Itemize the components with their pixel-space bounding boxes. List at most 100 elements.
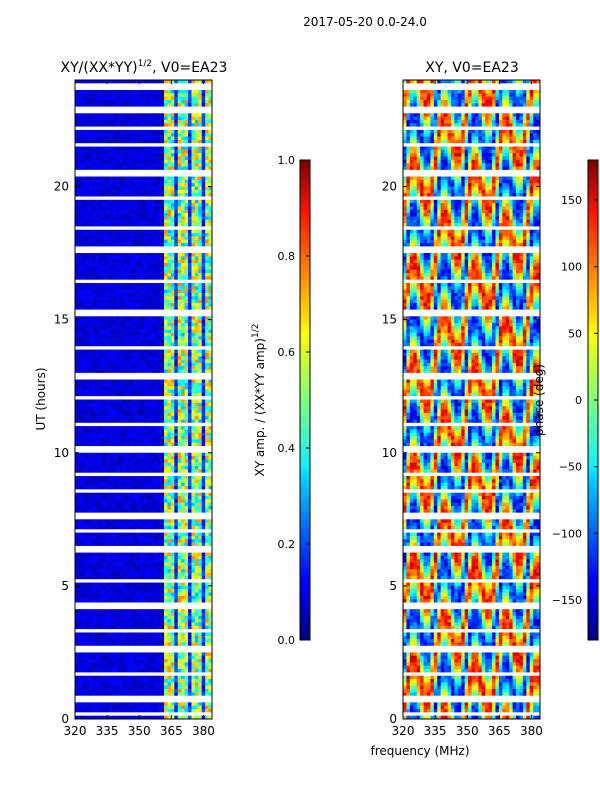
- heatmap-cell: [78, 80, 83, 84]
- heatmap-cell: [136, 216, 141, 221]
- heatmap-cell: [170, 269, 175, 274]
- heatmap-cell: [208, 336, 213, 340]
- heatmap-cell: [181, 139, 185, 144]
- heatmap-cell: [75, 123, 79, 127]
- heatmap-cell: [153, 316, 158, 320]
- heatmap-cell: [191, 472, 196, 477]
- heatmap-cell: [133, 273, 137, 277]
- heatmap-cell: [205, 266, 209, 271]
- heatmap-cell: [146, 146, 151, 151]
- heatmap-cell: [164, 366, 168, 370]
- heatmap-cell: [177, 189, 182, 194]
- heatmap-cell: [177, 362, 182, 367]
- heatmap-cell: [184, 386, 189, 390]
- heatmap-cell: [160, 459, 165, 464]
- heatmap-cell: [119, 436, 124, 440]
- heatmap-cell: [188, 432, 192, 437]
- heatmap-cell: [81, 339, 86, 344]
- heatmap-cell: [112, 392, 117, 397]
- heatmap-cell: [208, 342, 213, 347]
- heatmap-cell: [116, 312, 120, 317]
- heatmap-cell: [126, 236, 131, 241]
- heatmap-cell: [181, 129, 185, 134]
- heatmap-cell: [140, 326, 144, 330]
- heatmap-cell: [153, 462, 158, 467]
- heatmap-cell: [102, 243, 107, 247]
- heatmap-cell: [98, 279, 103, 284]
- heatmap-cell: [95, 439, 100, 444]
- heatmap-cell: [95, 243, 100, 247]
- heatmap-cell: [194, 249, 199, 254]
- heatmap-cell: [98, 253, 103, 257]
- heatmap-cell: [184, 159, 189, 164]
- heatmap-cell: [75, 229, 79, 234]
- heatmap-cell: [85, 356, 89, 360]
- heatmap-cell: [174, 299, 179, 304]
- heatmap-cell: [157, 189, 161, 194]
- heatmap-cell: [150, 332, 155, 337]
- heatmap-cell: [208, 479, 213, 484]
- heatmap-cell: [129, 386, 134, 390]
- heatmap-cell: [184, 246, 189, 251]
- heatmap-cell: [191, 96, 196, 101]
- heatmap-cell: [191, 332, 196, 337]
- heatmap-cell: [181, 466, 185, 470]
- heatmap-cell: [102, 402, 107, 407]
- heatmap-cell: [119, 442, 124, 447]
- heatmap-cell: [174, 466, 179, 470]
- heatmap-cell: [78, 426, 83, 430]
- heatmap-cell: [88, 236, 93, 241]
- heatmap-cell: [105, 253, 110, 257]
- heatmap-cell: [122, 269, 127, 274]
- heatmap-cell: [119, 402, 124, 407]
- heatmap-cell: [85, 482, 89, 487]
- heatmap-cell: [150, 346, 155, 350]
- heatmap-cell: [188, 456, 192, 460]
- heatmap-cell: [143, 349, 148, 354]
- heatmap-cell: [102, 203, 107, 207]
- heatmap-cell: [98, 446, 103, 450]
- heatmap-cell: [119, 169, 124, 174]
- heatmap-cell: [170, 359, 175, 364]
- heatmap-cell: [133, 326, 137, 330]
- heatmap-cell: [95, 136, 100, 141]
- heatmap-cell: [119, 399, 124, 404]
- heatmap-cell: [129, 449, 134, 454]
- heatmap-cell: [133, 456, 137, 460]
- heatmap-cell: [157, 183, 161, 187]
- heatmap-cell: [184, 472, 189, 477]
- heatmap-cell: [150, 289, 155, 294]
- heatmap-cell: [136, 266, 141, 271]
- heatmap-cell: [129, 319, 134, 324]
- heatmap-cell: [167, 173, 172, 177]
- heatmap-cell: [198, 489, 203, 493]
- heatmap-cell: [153, 432, 158, 437]
- heatmap-cell: [126, 149, 131, 154]
- heatmap-cell: [122, 299, 127, 304]
- heatmap-cell: [205, 286, 209, 290]
- heatmap-cell: [198, 169, 203, 174]
- heatmap-cell: [81, 482, 86, 487]
- heatmap-cell: [184, 342, 189, 347]
- heatmap-cell: [75, 183, 79, 187]
- heatmap-cell: [164, 246, 168, 251]
- heatmap-cell: [184, 289, 189, 294]
- heatmap-cell: [109, 359, 113, 364]
- heatmap-cell: [116, 253, 120, 257]
- heatmap-cell: [164, 322, 168, 327]
- heatmap-cell: [78, 486, 83, 490]
- heatmap-cell: [177, 422, 182, 427]
- heatmap-cell: [164, 193, 168, 197]
- heatmap-cell: [75, 296, 79, 300]
- heatmap-cell: [205, 213, 209, 217]
- heatmap-cell: [174, 482, 179, 487]
- heatmap-cell: [205, 466, 209, 470]
- heatmap-cell: [140, 156, 144, 161]
- heatmap-cell: [98, 362, 103, 367]
- heatmap-cell: [160, 402, 165, 407]
- heatmap-cell: [198, 153, 203, 157]
- heatmap-cell: [160, 309, 165, 314]
- heatmap-cell: [116, 219, 120, 224]
- heatmap-cell: [191, 349, 196, 354]
- heatmap-cell: [78, 283, 83, 287]
